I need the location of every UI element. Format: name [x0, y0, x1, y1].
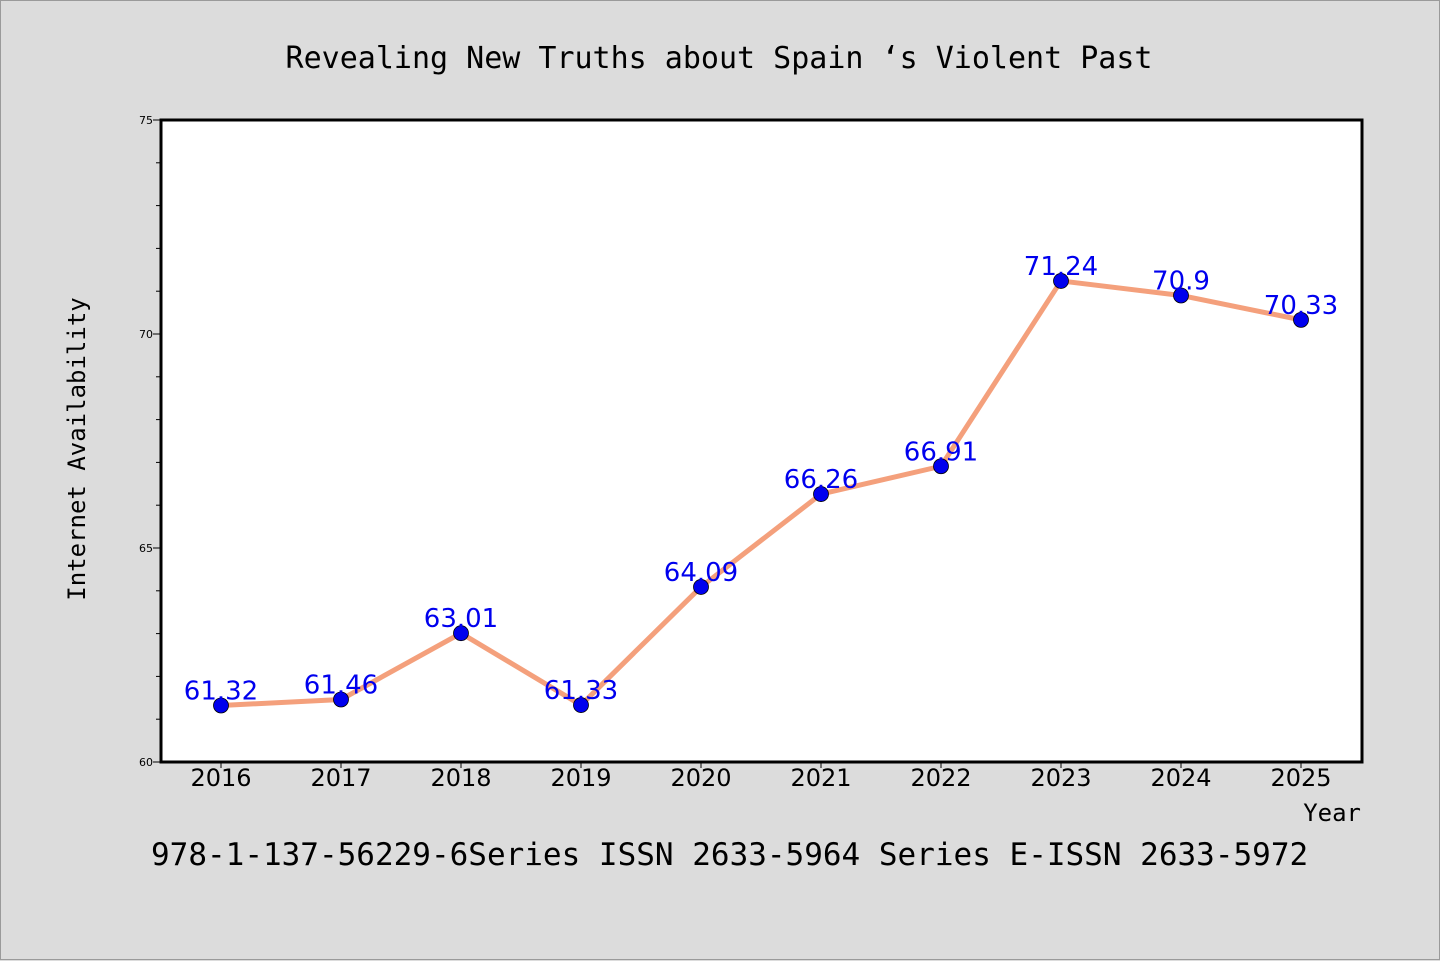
data-label: 63.01 — [424, 604, 498, 634]
data-label: 61.46 — [304, 671, 378, 701]
x-tick-label: 2016 — [190, 764, 251, 792]
series-line — [220, 278, 1302, 709]
data-label: 64.09 — [664, 558, 738, 588]
y-tick-label: 75 — [139, 114, 153, 127]
data-point — [1293, 311, 1309, 328]
x-tick-label: 2023 — [1030, 764, 1091, 792]
data-label: 61.32 — [184, 677, 258, 707]
data-point — [1053, 273, 1069, 289]
x-axis-label: Year — [1303, 799, 1361, 827]
y-axis: 60 65 70 75 — [139, 114, 161, 769]
x-tick-label: 2025 — [1270, 764, 1331, 792]
x-tick-label: 2021 — [790, 764, 851, 792]
data-labels: 61.32 61.46 63.01 61.33 64.09 66.26 66.91 71.24… — [184, 252, 1338, 707]
data-point — [573, 697, 589, 713]
x-tick-label: 2024 — [1150, 764, 1211, 792]
plot-area — [159, 118, 1364, 764]
data-point — [453, 625, 469, 642]
data-point — [693, 579, 709, 595]
data-point — [933, 458, 949, 475]
x-tick-label: 2022 — [910, 764, 971, 792]
y-tick-label: 70 — [139, 328, 153, 341]
chart-title: Revealing New Truths about Spain ‘s Viol… — [286, 41, 1153, 76]
data-point — [813, 486, 829, 502]
x-tick-label: 2019 — [550, 764, 611, 792]
data-label: 66.91 — [904, 437, 978, 467]
data-point — [1173, 287, 1189, 304]
data-point — [333, 691, 349, 708]
data-markers — [213, 273, 1309, 714]
data-label: 71.24 — [1024, 252, 1098, 282]
x-tick-label: 2020 — [670, 764, 731, 792]
y-tick-label: 65 — [139, 542, 153, 555]
data-point — [213, 697, 229, 714]
y-tick-label: 60 — [139, 756, 153, 769]
x-tick-label: 2018 — [430, 764, 491, 792]
data-label: 66.26 — [784, 465, 858, 495]
footer-isbn-text: 978-1-137-56229-6Series ISSN 2633-5964 S… — [151, 837, 1308, 873]
y-axis-label: Internet Availability — [63, 297, 91, 600]
x-axis: 2016 2017 2018 2019 2020 2021 2022 2023 2024 2025 — [190, 762, 1332, 792]
x-tick-label: 2017 — [310, 764, 371, 792]
data-label: 70.33 — [1264, 291, 1338, 321]
data-label: 61.33 — [544, 676, 618, 706]
data-label: 70.9 — [1152, 266, 1210, 296]
